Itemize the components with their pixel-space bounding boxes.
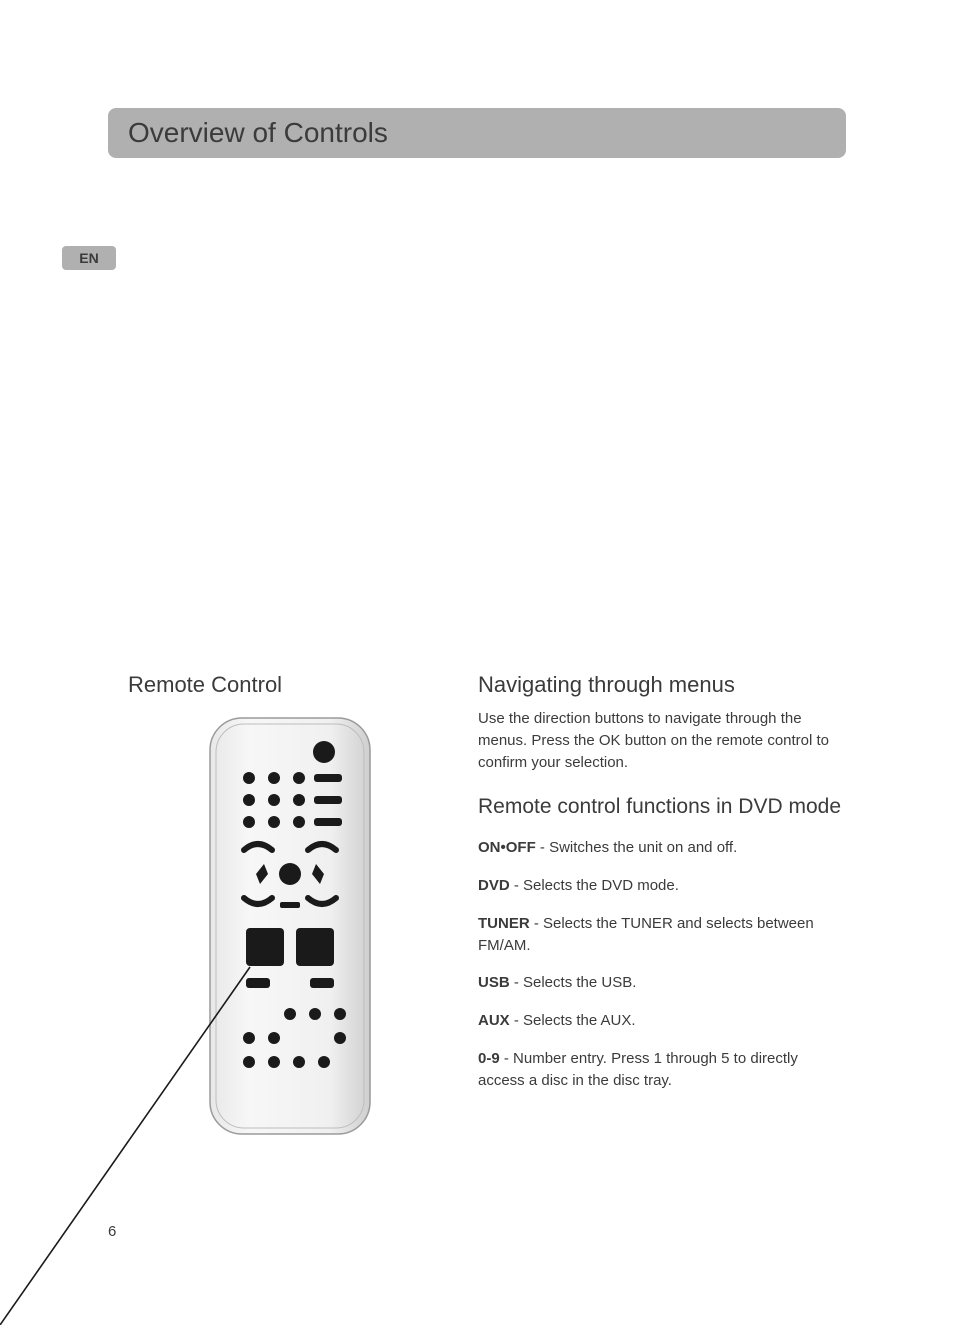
- fn-text: - Selects the USB.: [510, 974, 637, 991]
- fn-text: - Selects the AUX.: [510, 1012, 636, 1029]
- remote-control-illustration: [208, 716, 372, 1136]
- remote-control-heading: Remote Control: [128, 672, 408, 698]
- fn-label: TUNER: [478, 915, 530, 932]
- navigating-intro: Use the direction buttons to navigate th…: [478, 708, 848, 773]
- fn-on-off: ON•OFF - Switches the unit on and off.: [478, 837, 848, 859]
- language-label: EN: [79, 250, 98, 266]
- fn-label: USB: [478, 974, 510, 991]
- section-header-bar: Overview of Controls: [108, 108, 846, 158]
- fn-label: DVD: [478, 877, 510, 894]
- fn-aux: AUX - Selects the AUX.: [478, 1010, 848, 1032]
- section-title: Overview of Controls: [128, 117, 388, 149]
- fn-text: - Selects the DVD mode.: [510, 877, 679, 894]
- fn-dvd: DVD - Selects the DVD mode.: [478, 875, 848, 897]
- fn-tuner: TUNER - Selects the TUNER and selects be…: [478, 913, 848, 957]
- fn-label: AUX: [478, 1012, 510, 1029]
- fn-label: ON•OFF: [478, 839, 536, 856]
- navigating-heading: Navigating through menus: [478, 672, 848, 698]
- fn-usb: USB - Selects the USB.: [478, 972, 848, 994]
- fn-0-9: 0-9 - Number entry. Press 1 through 5 to…: [478, 1048, 848, 1092]
- fn-label: 0-9: [478, 1050, 500, 1067]
- fn-text: - Number entry. Press 1 through 5 to dir…: [478, 1050, 798, 1089]
- fn-text: - Switches the unit on and off.: [536, 839, 738, 856]
- dvd-functions-heading: Remote control functions in DVD mode: [478, 795, 848, 819]
- page-number: 6: [108, 1223, 116, 1240]
- language-tab: EN: [62, 246, 116, 270]
